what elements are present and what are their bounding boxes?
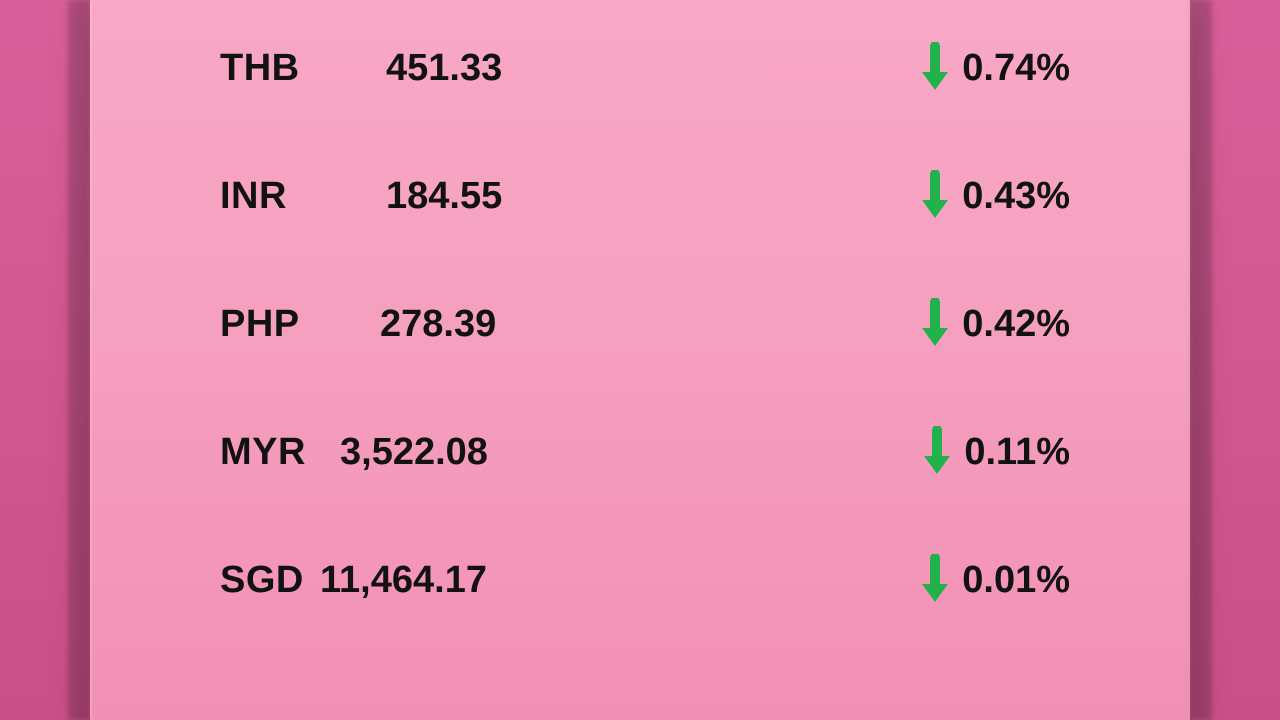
rates-panel: THB 451.33 0.74% INR 184.55 0.43% PHP 278.39 …	[90, 0, 1190, 720]
change-group: 0.43%	[918, 170, 1070, 222]
change-percent: 0.74%	[962, 47, 1070, 90]
change-group: 0.74%	[918, 42, 1070, 94]
arrow-down-icon	[920, 426, 954, 478]
change-percent: 0.01%	[962, 559, 1070, 602]
currency-value: 451.33	[386, 47, 502, 90]
change-percent: 0.42%	[962, 303, 1070, 346]
rate-row: MYR 3,522.08 0.11%	[90, 412, 1190, 492]
currency-code: THB	[220, 47, 300, 90]
currency-value: 3,522.08	[340, 431, 488, 474]
rate-row: PHP 278.39 0.42%	[90, 284, 1190, 364]
arrow-down-icon	[918, 170, 952, 222]
rate-row: SGD 11,464.17 0.01%	[90, 540, 1190, 620]
arrow-down-icon	[918, 554, 952, 606]
currency-code: SGD	[220, 559, 304, 602]
rate-row: THB 451.33 0.74%	[90, 28, 1190, 108]
currency-code: PHP	[220, 303, 300, 346]
currency-code: MYR	[220, 431, 306, 474]
change-group: 0.11%	[920, 426, 1070, 478]
currency-code: INR	[220, 175, 287, 218]
arrow-down-icon	[918, 42, 952, 94]
arrow-down-icon	[918, 298, 952, 350]
change-percent: 0.11%	[964, 431, 1070, 474]
rates-rows: THB 451.33 0.74% INR 184.55 0.43% PHP 278.39 …	[90, 28, 1190, 720]
currency-value: 184.55	[386, 175, 502, 218]
change-percent: 0.43%	[962, 175, 1070, 218]
change-group: 0.42%	[918, 298, 1070, 350]
rate-row: INR 184.55 0.43%	[90, 156, 1190, 236]
currency-value: 11,464.17	[320, 559, 487, 602]
stage: THB 451.33 0.74% INR 184.55 0.43% PHP 278.39 …	[0, 0, 1280, 720]
currency-value: 278.39	[380, 303, 496, 346]
change-group: 0.01%	[918, 554, 1070, 606]
